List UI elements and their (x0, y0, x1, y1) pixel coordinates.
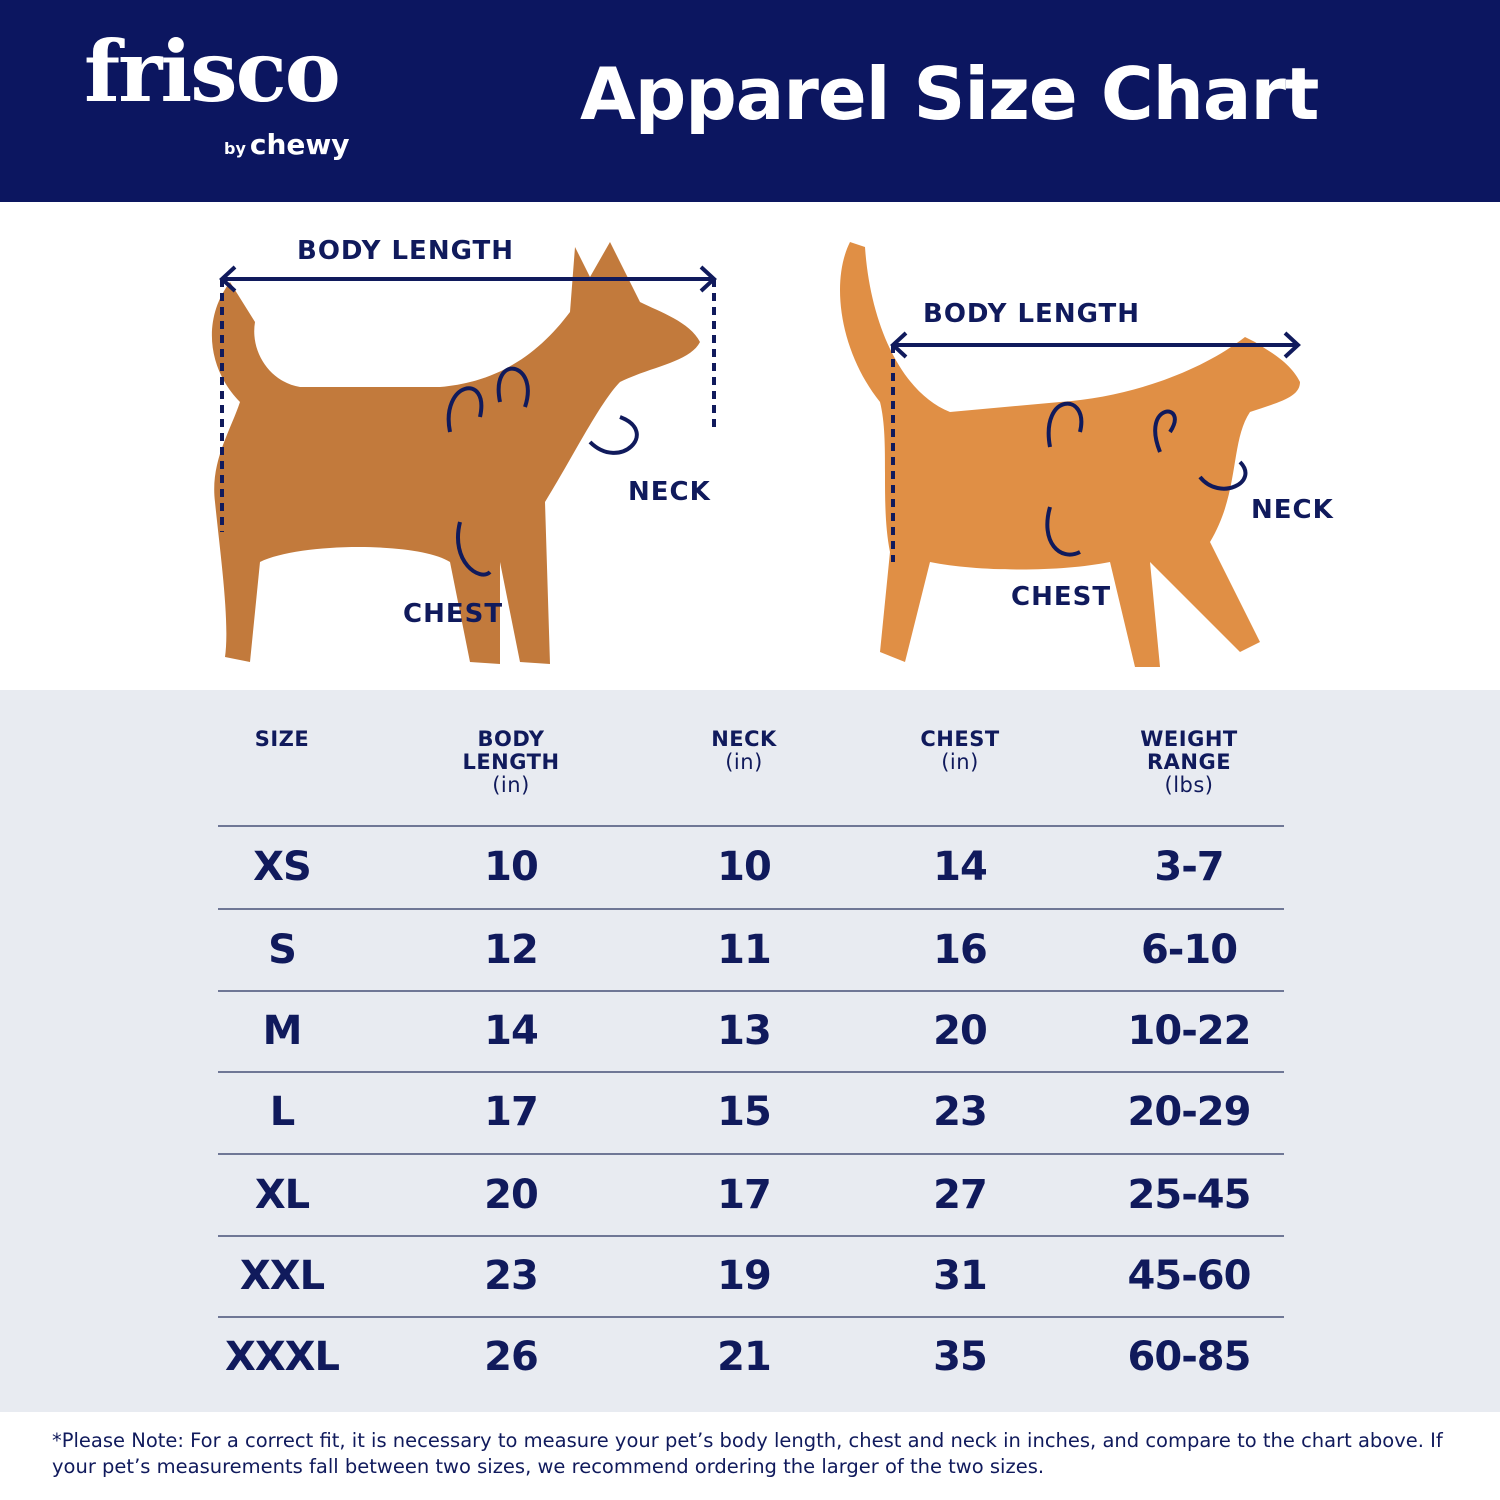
table-cell: 23 (933, 1089, 988, 1135)
table-cell: 25-45 (1127, 1172, 1252, 1218)
table-cell: 13 (717, 1008, 772, 1054)
table-cell: 12 (484, 927, 539, 973)
frisco-logo: frisco by chewy (84, 22, 350, 162)
cat-body-length-label: BODY LENGTH (923, 299, 1140, 329)
table-cell: 6-10 (1140, 927, 1238, 973)
column-header: BODY LENGTH (in) (401, 728, 621, 797)
table-cell: 19 (717, 1253, 772, 1299)
row-divider (218, 1071, 1284, 1073)
size-cell: S (268, 927, 297, 973)
table-cell: 27 (933, 1172, 988, 1218)
size-cell: XL (254, 1172, 310, 1218)
cat-neck-label: NECK (1251, 495, 1334, 525)
table-cell: 31 (933, 1253, 988, 1299)
size-cell: M (262, 1008, 303, 1054)
size-cell: XS (253, 844, 312, 890)
measurement-lines (219, 265, 1301, 577)
column-header-unit: (in) (725, 750, 763, 774)
size-cell: L (269, 1089, 296, 1135)
pet-illustrations (211, 242, 1301, 667)
row-divider (218, 825, 1284, 827)
logo-sub: by chewy (224, 128, 350, 161)
table-cell: 21 (717, 1334, 772, 1380)
dog-body-length-label: BODY LENGTH (297, 236, 514, 266)
size-cell: XXXL (224, 1334, 340, 1380)
size-cell: XXL (239, 1253, 325, 1299)
logo-brand: frisco (84, 22, 341, 121)
column-header: NECK (in) (634, 728, 854, 774)
size-table (0, 690, 1500, 1412)
table-cell: 17 (717, 1172, 772, 1218)
column-header-label: WEIGHT RANGE (1140, 727, 1238, 774)
dog-neck-label: NECK (628, 477, 711, 507)
row-divider (218, 1153, 1284, 1155)
table-cell: 17 (484, 1089, 539, 1135)
table-cell: 10 (484, 844, 539, 890)
column-header-label: NECK (711, 727, 777, 751)
dog-image (211, 242, 700, 664)
logo-by: by (224, 139, 246, 158)
page-title: Apparel Size Chart (580, 52, 1319, 136)
measurement-diagram: BODY LENGTH NECK CHEST BODY LENGTH NECK … (0, 202, 1500, 692)
table-cell: 23 (484, 1253, 539, 1299)
table-cell: 26 (484, 1334, 539, 1380)
logo-chewy: chewy (249, 128, 350, 161)
row-divider (218, 908, 1284, 910)
table-cell: 15 (717, 1089, 772, 1135)
table-cell: 16 (933, 927, 988, 973)
table-cell: 11 (717, 927, 772, 973)
row-divider (218, 990, 1284, 992)
table-cell: 20-29 (1127, 1089, 1252, 1135)
column-header-unit: (lbs) (1164, 773, 1214, 797)
column-header: WEIGHT RANGE (lbs) (1079, 728, 1299, 797)
table-cell: 35 (933, 1334, 988, 1380)
table-cell: 45-60 (1127, 1253, 1252, 1299)
table-cell: 20 (933, 1008, 988, 1054)
column-header-unit: (in) (941, 750, 979, 774)
cat-image (840, 242, 1300, 667)
column-header: CHEST (in) (850, 728, 1070, 774)
table-cell: 3-7 (1154, 844, 1224, 890)
table-cell: 10-22 (1127, 1008, 1252, 1054)
table-cell: 14 (484, 1008, 539, 1054)
table-cell: 60-85 (1127, 1334, 1252, 1380)
header-banner: frisco by chewy Apparel Size Chart (0, 0, 1500, 202)
dog-chest-label: CHEST (403, 599, 504, 629)
column-header-label: SIZE (254, 727, 310, 751)
row-divider (218, 1316, 1284, 1318)
column-header-label: CHEST (920, 727, 1000, 751)
cat-chest-label: CHEST (1011, 582, 1112, 612)
table-cell: 10 (717, 844, 772, 890)
column-header-label: BODY LENGTH (462, 727, 560, 774)
table-cell: 20 (484, 1172, 539, 1218)
row-divider (218, 1235, 1284, 1237)
table-cell: 14 (933, 844, 988, 890)
footnote: *Please Note: For a correct fit, it is n… (52, 1429, 1443, 1478)
column-header-unit: (in) (492, 773, 530, 797)
column-header: SIZE (172, 728, 392, 751)
